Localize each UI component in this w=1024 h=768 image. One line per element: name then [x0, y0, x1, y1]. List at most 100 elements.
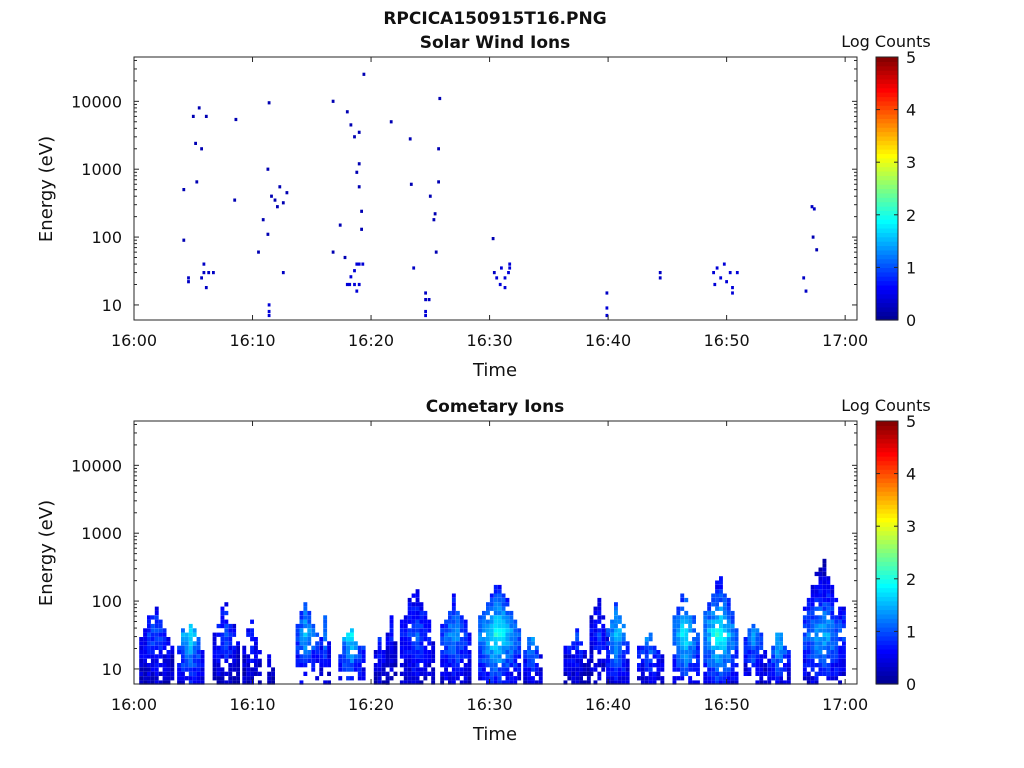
data-cell	[692, 637, 696, 642]
data-cell	[538, 676, 543, 681]
data-cell	[703, 637, 708, 642]
data-cell	[150, 637, 155, 642]
colorbar-cell	[876, 170, 898, 176]
data-cell	[822, 580, 827, 585]
data-cell	[688, 663, 693, 668]
data-cell	[419, 615, 424, 620]
data-cell	[228, 680, 233, 685]
data-cell	[389, 658, 394, 663]
data-cell	[802, 667, 807, 672]
data-cell	[216, 658, 221, 663]
colorbar-cell	[876, 83, 898, 89]
data-cell	[707, 641, 712, 646]
data-cell	[779, 645, 783, 650]
colorbar-cell	[876, 499, 898, 505]
data-cell	[680, 593, 685, 598]
data-cell	[431, 645, 436, 650]
data-cell	[688, 650, 693, 655]
data-cell	[307, 615, 312, 620]
data-cell	[842, 654, 846, 659]
data-cell	[353, 654, 358, 659]
data-cell	[357, 645, 362, 650]
data-cell	[346, 637, 350, 642]
data-cell	[411, 632, 416, 637]
data-cell	[228, 650, 233, 655]
data-cell	[242, 667, 247, 672]
data-cell	[250, 667, 254, 672]
data-cell	[434, 250, 438, 254]
data-cell	[170, 658, 175, 663]
data-cell	[648, 663, 653, 668]
data-cell	[411, 641, 416, 646]
data-cell	[303, 610, 308, 616]
data-cell	[236, 654, 240, 659]
colorbar-tick-label: 0	[906, 311, 916, 330]
data-cell	[497, 658, 502, 663]
data-cell	[707, 623, 712, 629]
data-cell	[783, 663, 787, 668]
data-cell	[676, 663, 681, 668]
data-cell	[660, 658, 665, 663]
data-cell	[212, 650, 217, 655]
data-cell	[139, 650, 144, 655]
data-cell	[497, 619, 502, 624]
data-cell	[567, 667, 572, 672]
data-cell	[154, 654, 159, 659]
data-cell	[192, 663, 197, 668]
data-cell	[407, 654, 412, 659]
data-cell	[478, 637, 482, 642]
data-cell	[232, 667, 237, 672]
data-cell	[707, 654, 712, 659]
data-cell	[501, 632, 506, 637]
data-cell	[715, 593, 719, 598]
data-cell	[411, 610, 416, 616]
data-cell	[423, 663, 428, 668]
data-cell	[771, 676, 776, 681]
data-cell	[192, 680, 197, 685]
data-cell	[315, 650, 320, 655]
data-cell	[170, 667, 175, 672]
data-cell	[601, 663, 606, 668]
colorbar-cell	[876, 140, 898, 146]
data-cell	[342, 667, 347, 672]
data-cell	[747, 671, 752, 676]
data-cell	[814, 654, 819, 659]
data-cell	[637, 654, 641, 659]
data-cell	[610, 641, 614, 646]
colorbar-cell	[876, 561, 898, 567]
data-cell	[822, 641, 827, 646]
colorbar-cell	[876, 451, 898, 457]
data-cell	[527, 637, 531, 642]
data-cell	[597, 619, 602, 624]
data-cell	[444, 663, 448, 668]
data-cell	[703, 615, 708, 620]
data-cell	[346, 632, 350, 637]
data-cell	[696, 632, 700, 637]
data-cell	[307, 610, 312, 616]
data-cell	[216, 623, 221, 629]
data-cell	[680, 654, 685, 659]
colorbar-cell	[876, 267, 898, 273]
data-cell	[216, 667, 221, 672]
data-cell	[684, 637, 689, 642]
colorbar-cell	[876, 219, 898, 225]
data-cell	[295, 623, 300, 629]
data-cell	[467, 671, 472, 676]
data-cell	[834, 628, 839, 633]
data-cell	[162, 637, 167, 642]
data-cell	[403, 632, 408, 637]
data-cell	[534, 645, 539, 650]
data-cell	[579, 667, 583, 672]
data-cell	[399, 654, 404, 659]
data-cell	[601, 658, 606, 663]
data-cell	[228, 637, 233, 642]
data-cell	[440, 680, 445, 685]
data-cell	[415, 619, 420, 624]
data-cell	[593, 667, 598, 672]
data-cell	[567, 658, 572, 663]
colorbar-tick-label: 1	[906, 622, 916, 641]
data-cell	[621, 650, 626, 655]
data-cell	[303, 650, 308, 655]
data-cell	[822, 654, 827, 659]
data-cell	[692, 680, 696, 685]
